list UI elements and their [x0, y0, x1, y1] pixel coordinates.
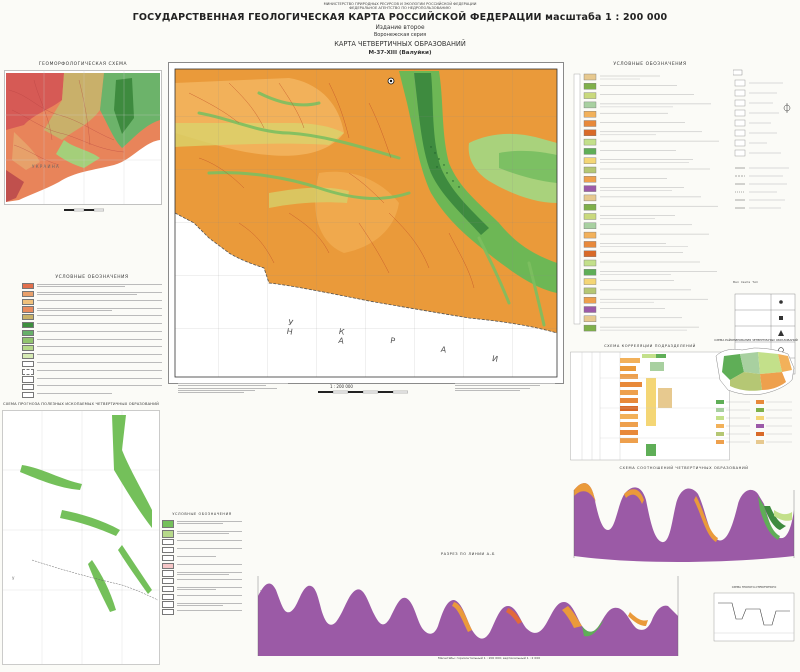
- map-credits-right: [455, 382, 555, 392]
- regionalization-scheme: СХЕМА РАЙОНИРОВАНИЯ ЧЕТВЕРТИЧНЫХ ОБРАЗОВ…: [712, 338, 800, 468]
- right-legend: УСЛОВНЫЕ ОБОЗНАЧЕНИЯ: [570, 62, 730, 342]
- symbol-legend: [732, 68, 797, 278]
- prognosis-country-mark: У: [12, 576, 15, 581]
- map-credits-left: [178, 382, 288, 394]
- col-header-2: Свита: [740, 280, 751, 284]
- map-type-label: КАРТА ЧЕТВЕРТИЧНЫХ ОБРАЗОВАНИЙ: [334, 40, 466, 48]
- upper-section-title: СХЕМА СООТНОШЕНИЙ ЧЕТВЕРТИЧНЫХ ОБРАЗОВАН…: [619, 466, 749, 470]
- legend-swatch: [583, 287, 597, 295]
- legend-swatch: [583, 73, 597, 81]
- legend-swatch: [583, 194, 597, 202]
- legend-swatch: [583, 278, 597, 285]
- right-legend-title: УСЛОВНЫЕ ОБОЗНАЧЕНИЯ: [613, 62, 687, 67]
- legend-swatch: [583, 315, 597, 323]
- legend-swatch: [583, 241, 597, 248]
- correlation-scheme: СХЕМА КОРРЕЛЯЦИИ ПОДРАЗДЕЛЕНИЙ: [570, 344, 730, 464]
- publisher-lines: МИНИСТЕРСТВО ПРИРОДНЫХ РЕСУРСОВ И ЭКОЛОГ…: [0, 2, 800, 11]
- edition-label: Издание второе: [375, 25, 425, 31]
- lower-section-title: РАЗРЕЗ ПО ЛИНИИ А–Б: [440, 552, 496, 556]
- legend-swatch: [583, 176, 597, 183]
- legend-swatches: [573, 73, 719, 332]
- main-scale-bar-icon: [318, 390, 408, 394]
- structural-title: СХЕМА ГЕОЛОГО-СТРУКТУРНОГО: [731, 586, 777, 589]
- main-scale-text: 1 : 200 000: [330, 384, 353, 389]
- legend-swatch: [583, 148, 597, 155]
- legend-swatch: [583, 306, 597, 313]
- legend-swatch: [583, 101, 597, 109]
- compass-rose-icon: [783, 103, 791, 113]
- upper-section-panel: СХЕМА СООТНОШЕНИЙ ЧЕТВЕРТИЧНЫХ ОБРАЗОВАН…: [568, 466, 800, 566]
- legend-swatch: [583, 83, 597, 90]
- section-mark-a: ·: [260, 588, 261, 593]
- legend-swatch: [583, 222, 597, 230]
- prognosis-panel: СХЕМА ПРОГНОЗА ПОЛЕЗНЫХ ИСКОПАЕМЫХ ЧЕТВЕ…: [2, 402, 160, 672]
- geomorph-panel: ГЕОМОРФОЛОГИЧЕСКАЯ СХЕМА У К Р А И Н А: [4, 62, 162, 272]
- col-header-3: Тип: [752, 280, 758, 284]
- legend-swatch: [583, 269, 597, 276]
- regionalization-title: СХЕМА РАЙОНИРОВАНИЯ ЧЕТВЕРТИЧНЫХ ОБРАЗОВ…: [714, 338, 798, 342]
- legend-swatch: [583, 250, 597, 257]
- legend-swatch: [583, 129, 597, 136]
- geomorph-scale-bar-icon: [64, 208, 104, 212]
- legend-swatch: [583, 231, 597, 239]
- correlation-title: СХЕМА КОРРЕЛЯЦИИ ПОДРАЗДЕЛЕНИЙ: [604, 344, 696, 348]
- series-label: Воронежская серия: [373, 32, 427, 38]
- section-scale-note: Масштабы: горизонтальный 1 : 200 000; ве…: [438, 656, 541, 660]
- geomorph-title: ГЕОМОРФОЛОГИЧЕСКАЯ СХЕМА: [38, 62, 128, 67]
- geomorph-map: У К Р А И Н А: [4, 70, 162, 205]
- legend-swatch: [583, 296, 597, 304]
- legend-swatch: [583, 157, 597, 164]
- geomorph-country-label: У К Р А И Н А: [32, 164, 59, 169]
- main-geologic-map[interactable]: [169, 63, 563, 383]
- page-title: ГОСУДАРСТВЕННАЯ ГЕОЛОГИЧЕСКАЯ КАРТА РОСС…: [132, 12, 668, 23]
- geomorph-legend: УСЛОВНЫЕ ОБОЗНАЧЕНИЯ: [22, 275, 162, 400]
- org-line-1: МИНИСТЕРСТВО ПРИРОДНЫХ РЕСУРСОВ И ЭКОЛОГ…: [323, 2, 477, 6]
- legend-swatch: [583, 324, 597, 332]
- legend-swatch: [583, 185, 597, 192]
- org-line-2: ФЕДЕРАЛЬНОЕ АГЕНТСТВО ПО НЕДРОПОЛЬЗОВАНИ…: [349, 6, 451, 11]
- legend-swatch: [583, 92, 597, 99]
- legend-swatch: [583, 203, 597, 211]
- prognosis-legend: УСЛОВНЫЕ ОБОЗНАЧЕНИЯ: [162, 512, 242, 662]
- structural-scheme: СХЕМА ГЕОЛОГО-СТРУКТУРНОГО: [712, 586, 796, 646]
- legend-swatch: [583, 120, 597, 127]
- town-marker[interactable]: [387, 77, 395, 85]
- prognosis-legend-title: УСЛОВНЫЕ ОБОЗНАЧЕНИЯ: [172, 512, 232, 516]
- prognosis-title: СХЕМА ПРОГНОЗА ПОЛЕЗНЫХ ИСКОПАЕМЫХ ЧЕТВЕ…: [3, 402, 159, 406]
- geomorph-legend-title: УСЛОВНЫЕ ОБОЗНАЧЕНИЯ: [55, 275, 129, 280]
- col-header-1: Вал: [733, 280, 739, 284]
- legend-swatch: [583, 259, 597, 267]
- lower-section-panel: РАЗРЕЗ ПО ЛИНИИ А–Б · Масштабы: горизонт…: [248, 552, 688, 670]
- legend-swatch: [583, 213, 597, 220]
- legend-age-column: [573, 73, 581, 325]
- legend-swatch: [583, 166, 597, 174]
- sheet-label: М-37-XIII (Валуйки): [368, 50, 432, 56]
- legend-swatch: [583, 111, 597, 118]
- main-map-frame: У К Р А И Н А: [168, 62, 564, 384]
- legend-swatch: [583, 138, 597, 146]
